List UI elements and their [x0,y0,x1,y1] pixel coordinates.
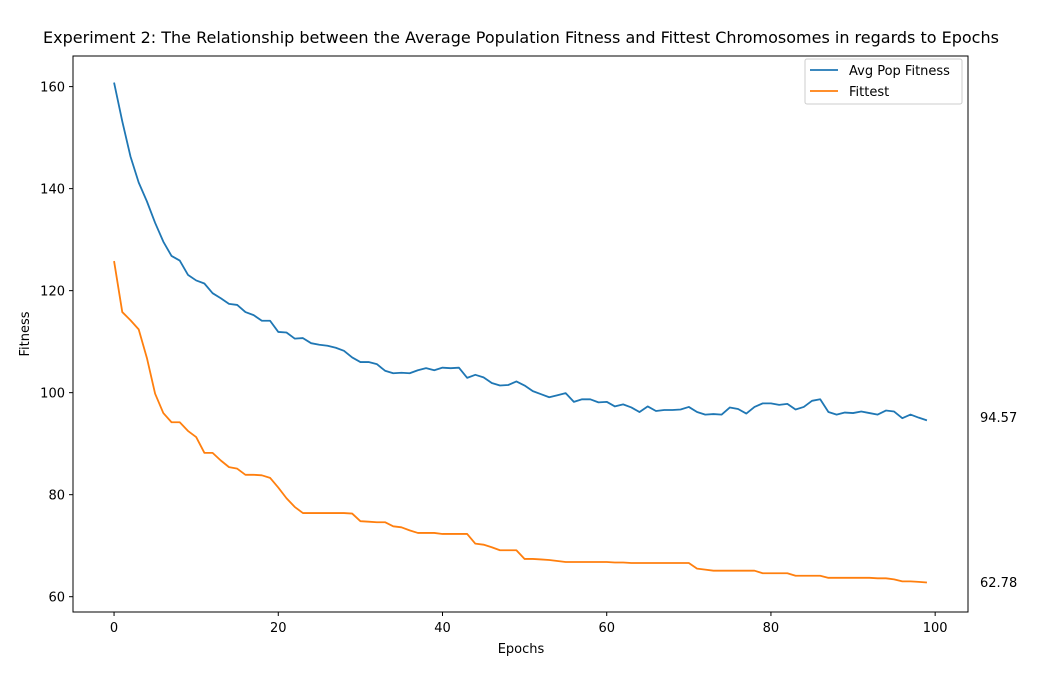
x-tick-label: 40 [434,621,451,636]
series-line-avg-pop-fitness [113,82,928,422]
x-tick-label: 100 [923,621,948,636]
y-tick-label: 160 [40,81,65,96]
y-axis-label: Fitness [18,311,33,356]
fittest-final-value-label: 62.78 [980,576,1017,591]
x-axis: 0 20 40 60 80 100 [110,612,948,636]
plot-area [72,55,969,613]
x-tick-label: 0 [110,621,118,636]
y-tick-label: 120 [40,285,65,300]
y-tick-label: 60 [48,591,65,606]
legend-label-avg-pop-fitness: Avg Pop Fitness [849,64,950,79]
legend: Avg Pop Fitness Fittest [804,58,963,105]
x-tick-label: 60 [598,621,615,636]
series-group [113,82,928,584]
legend-box [804,58,963,105]
plot-frame [72,55,969,613]
legend-label-fittest: Fittest [849,85,889,100]
chart-title: Experiment 2: The Relationship between t… [43,28,999,47]
y-tick-label: 80 [48,489,65,504]
avg-pop-final-value-label: 94.57 [980,411,1017,426]
x-tick-label: 80 [763,621,780,636]
y-tick-label: 140 [40,183,65,198]
series-line-fittest [113,260,928,584]
x-axis-label: Epochs [498,642,545,657]
y-tick-label: 100 [40,387,65,402]
y-axis: 60 80 100 120 140 160 [40,81,73,606]
x-tick-label: 20 [270,621,287,636]
